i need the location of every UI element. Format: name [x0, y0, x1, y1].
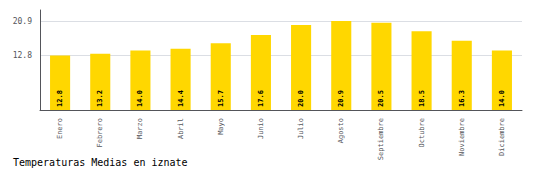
svg-text:20.0: 20.0	[297, 90, 305, 107]
svg-text:Temperaturas Medias en iznate: Temperaturas Medias en iznate	[13, 157, 188, 168]
svg-text:Marzo: Marzo	[136, 118, 144, 139]
svg-text:15.7: 15.7	[217, 90, 225, 107]
svg-text:Mayo: Mayo	[217, 118, 225, 135]
svg-text:20.9: 20.9	[13, 17, 32, 26]
svg-text:12.8: 12.8	[13, 51, 32, 60]
svg-text:Agosto: Agosto	[337, 118, 345, 143]
svg-text:Febrero: Febrero	[96, 118, 104, 148]
svg-text:Octubre: Octubre	[418, 118, 426, 148]
svg-text:Junio: Junio	[257, 118, 265, 139]
svg-text:16.3: 16.3	[458, 90, 466, 107]
svg-text:14.0: 14.0	[136, 90, 144, 107]
svg-text:Noviembre: Noviembre	[458, 118, 466, 156]
svg-text:14.4: 14.4	[177, 90, 185, 107]
svg-text:20.9: 20.9	[337, 90, 345, 107]
svg-text:18.5: 18.5	[418, 90, 426, 107]
svg-text:17.6: 17.6	[257, 90, 265, 107]
svg-text:20.5: 20.5	[377, 90, 385, 107]
svg-text:13.2: 13.2	[96, 90, 104, 107]
svg-text:Enero: Enero	[56, 118, 64, 139]
svg-text:Septiembre: Septiembre	[377, 118, 385, 160]
svg-text:Julio: Julio	[297, 118, 305, 139]
svg-text:Diciembre: Diciembre	[498, 118, 506, 156]
svg-text:Abril: Abril	[177, 118, 185, 139]
svg-text:12.8: 12.8	[56, 90, 64, 107]
svg-text:14.0: 14.0	[498, 90, 506, 107]
